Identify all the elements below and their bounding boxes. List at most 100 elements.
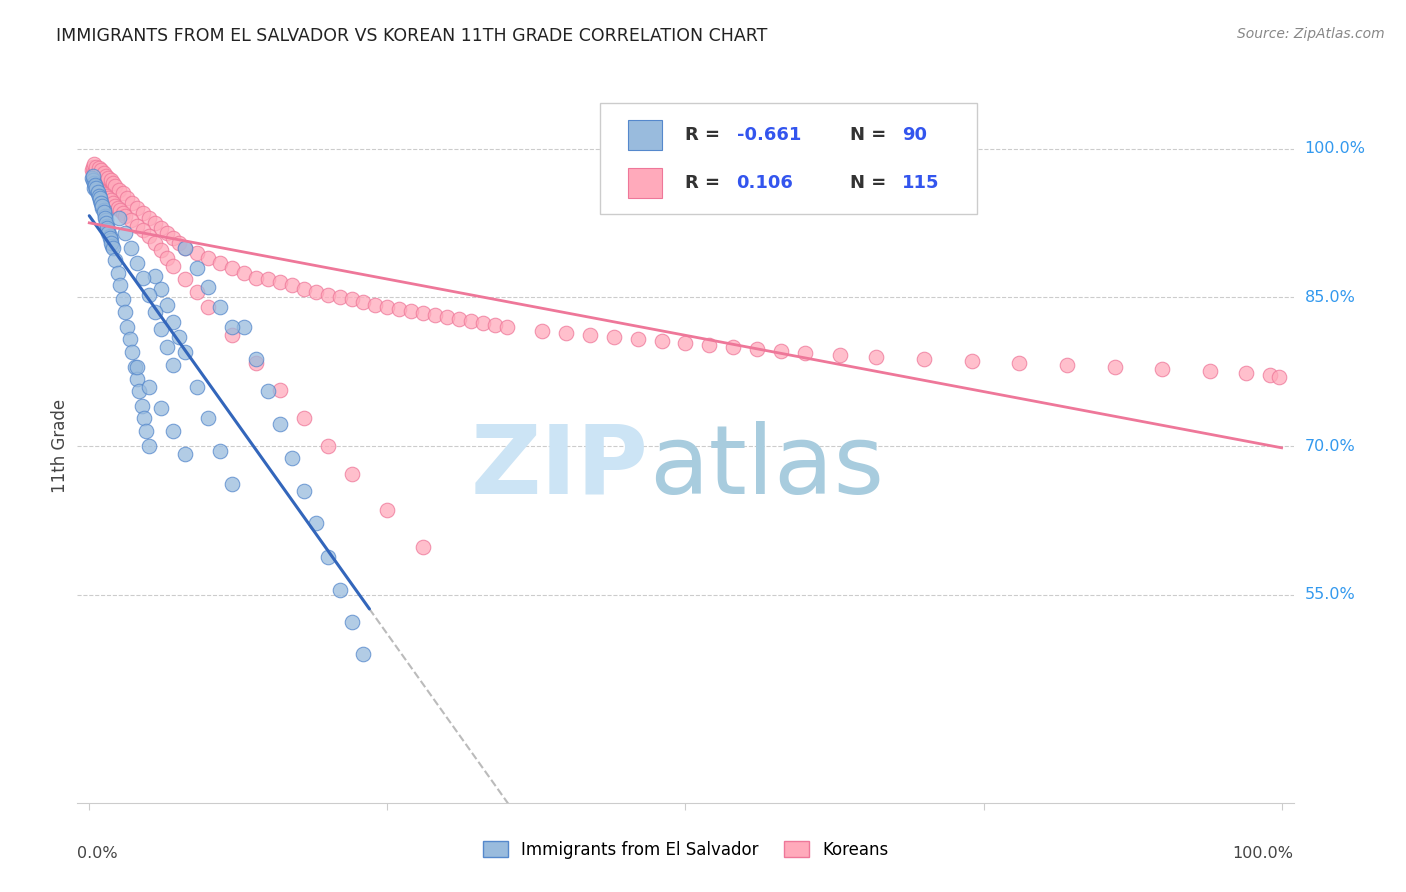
FancyBboxPatch shape: [600, 103, 977, 214]
Text: 90: 90: [901, 126, 927, 144]
Point: [121, 344, 143, 359]
Point: [121, 196, 143, 211]
Point: [128, 384, 150, 399]
Point: [865, 350, 887, 364]
Point: [118, 332, 141, 346]
Point: [132, 270, 155, 285]
Point: [143, 216, 166, 230]
Point: [173, 344, 195, 359]
Point: [104, 199, 127, 213]
Point: [138, 439, 160, 453]
Text: IMMIGRANTS FROM EL SALVADOR VS KOREAN 11TH GRADE CORRELATION CHART: IMMIGRANTS FROM EL SALVADOR VS KOREAN 11…: [56, 27, 768, 45]
Point: [97, 223, 120, 237]
Point: [375, 503, 398, 517]
Point: [830, 348, 852, 362]
Point: [83, 169, 105, 184]
Point: [1268, 369, 1291, 384]
Point: [86, 173, 108, 187]
Point: [423, 308, 446, 322]
Point: [98, 231, 121, 245]
Point: [627, 332, 650, 346]
Point: [89, 169, 111, 184]
Point: [94, 209, 117, 223]
Point: [209, 444, 232, 458]
Point: [86, 166, 108, 180]
Point: [80, 163, 103, 178]
Point: [460, 314, 482, 328]
Point: [1258, 368, 1281, 382]
Point: [245, 356, 267, 370]
Point: [124, 359, 146, 374]
Point: [108, 183, 131, 197]
Point: [114, 305, 136, 319]
Point: [221, 320, 243, 334]
Point: [484, 318, 506, 332]
Point: [86, 177, 108, 191]
Point: [281, 278, 304, 293]
Point: [87, 183, 110, 197]
Point: [84, 163, 107, 178]
Point: [162, 424, 184, 438]
Point: [1234, 366, 1257, 380]
Point: [156, 226, 179, 240]
Point: [197, 300, 219, 314]
Point: [82, 166, 104, 180]
Point: [101, 239, 124, 253]
Point: [94, 189, 117, 203]
Point: [100, 233, 122, 247]
Text: 115: 115: [901, 175, 939, 193]
Point: [353, 647, 375, 661]
Point: [364, 298, 387, 312]
Point: [186, 245, 208, 260]
Point: [86, 183, 108, 197]
Point: [1152, 361, 1174, 376]
Point: [221, 260, 243, 275]
Point: [114, 209, 136, 223]
Point: [90, 196, 112, 211]
Point: [156, 340, 179, 354]
Text: 55.0%: 55.0%: [1305, 587, 1355, 602]
Point: [292, 483, 315, 498]
Point: [531, 324, 554, 338]
Point: [93, 203, 115, 218]
Point: [84, 179, 107, 194]
Point: [138, 211, 160, 225]
Point: [233, 320, 256, 334]
Point: [86, 181, 108, 195]
Point: [197, 411, 219, 425]
Text: R =: R =: [686, 126, 727, 144]
Point: [84, 171, 107, 186]
Text: Source: ZipAtlas.com: Source: ZipAtlas.com: [1237, 27, 1385, 41]
Point: [186, 285, 208, 300]
Point: [1199, 364, 1222, 378]
Point: [447, 312, 470, 326]
Point: [149, 243, 172, 257]
Point: [111, 206, 134, 220]
Point: [89, 191, 111, 205]
Point: [329, 290, 352, 304]
Point: [82, 169, 104, 184]
Point: [93, 166, 115, 180]
Point: [138, 288, 160, 302]
Point: [412, 540, 434, 554]
Point: [340, 293, 363, 307]
Point: [143, 235, 166, 250]
Point: [257, 384, 280, 399]
Point: [388, 302, 411, 317]
Text: 100.0%: 100.0%: [1305, 141, 1365, 156]
Point: [269, 384, 291, 398]
Point: [209, 255, 232, 269]
Point: [149, 322, 172, 336]
Point: [96, 219, 118, 233]
Point: [186, 379, 208, 393]
Text: N =: N =: [849, 126, 893, 144]
Point: [245, 270, 267, 285]
Point: [104, 179, 127, 194]
Point: [769, 343, 792, 358]
Point: [138, 228, 160, 243]
Point: [94, 177, 117, 191]
Point: [697, 338, 720, 352]
Point: [912, 351, 935, 366]
Point: [233, 266, 256, 280]
Point: [793, 346, 815, 360]
